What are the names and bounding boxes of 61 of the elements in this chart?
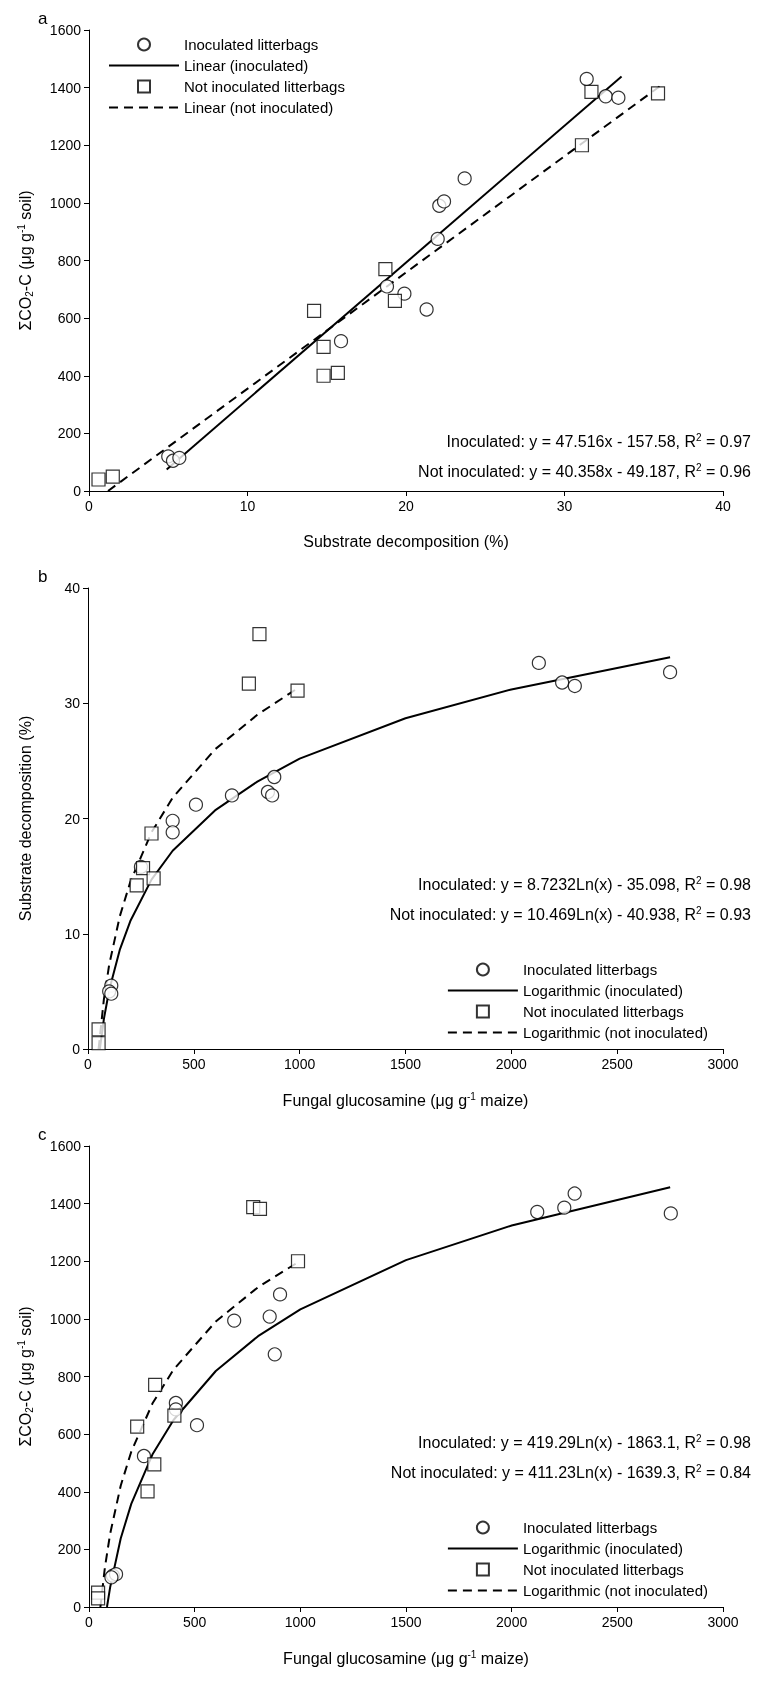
y-tick-label: 600 bbox=[57, 1426, 82, 1443]
y-tick-label: 0 bbox=[73, 483, 82, 499]
legend-label: Logarithmic (inoculated) bbox=[522, 982, 683, 999]
y-tick-label: 40 bbox=[64, 580, 81, 596]
y-axis-title: ΣCO2-C (μg g-1 soil) bbox=[15, 1306, 35, 1447]
legend-label: Inoculated litterbags bbox=[522, 1519, 658, 1536]
y-tick-label: 30 bbox=[64, 695, 81, 712]
x-tick-label: 20 bbox=[398, 498, 414, 514]
x-tick-label: 0 bbox=[85, 1614, 94, 1630]
legend-label: Inoculated litterbags bbox=[184, 36, 319, 53]
x-tick-label: 0 bbox=[85, 498, 94, 514]
legend-label: Linear (not inoculated) bbox=[184, 99, 334, 116]
chart-title: b bbox=[38, 567, 48, 586]
y-tick-label: 600 bbox=[57, 310, 82, 327]
x-tick-label: 1000 bbox=[284, 1614, 317, 1630]
legend-label: Logarithmic (inoculated) bbox=[522, 1540, 683, 1557]
legend-label: Logarithmic (not inoculated) bbox=[522, 1582, 709, 1599]
y-tick-label: 1600 bbox=[49, 22, 82, 38]
legend-label: Inoculated litterbags bbox=[522, 961, 658, 978]
y-tick-label: 1000 bbox=[49, 1310, 82, 1327]
y-tick-label: 200 bbox=[57, 425, 82, 442]
y-tick-label: 800 bbox=[57, 252, 82, 269]
x-tick-label: 500 bbox=[182, 1614, 207, 1630]
x-axis-title: Substrate decomposition (%) bbox=[303, 532, 509, 550]
x-tick-label: 3000 bbox=[707, 1056, 739, 1072]
x-tick-label: 30 bbox=[556, 498, 573, 514]
x-tick-label: 2500 bbox=[601, 1056, 633, 1072]
y-tick-label: 0 bbox=[72, 1041, 81, 1057]
x-tick-label: 2500 bbox=[601, 1614, 634, 1630]
x-tick-label: 40 bbox=[715, 498, 731, 514]
y-tick-label: 400 bbox=[57, 1483, 82, 1500]
x-tick-label: 1500 bbox=[389, 1056, 422, 1072]
chart-title: a bbox=[38, 9, 48, 28]
legend-label: Logarithmic (not inoculated) bbox=[522, 1024, 709, 1041]
y-tick-label: 0 bbox=[73, 1599, 82, 1615]
y-tick-label: 1200 bbox=[49, 1253, 82, 1270]
y-tick-label: 200 bbox=[57, 1541, 82, 1558]
chart-title: c bbox=[38, 1125, 47, 1144]
y-tick-label: 20 bbox=[64, 810, 81, 827]
y-tick-label: 1600 bbox=[49, 1138, 82, 1154]
y-tick-label: 1400 bbox=[49, 1195, 82, 1212]
y-tick-label: 1000 bbox=[49, 194, 82, 211]
legend-label: Not inoculated litterbags bbox=[522, 1003, 684, 1020]
y-tick-label: 400 bbox=[57, 367, 82, 384]
y-tick-label: 800 bbox=[57, 1368, 82, 1385]
x-tick-label: 3000 bbox=[707, 1614, 739, 1630]
legend-label: Not inoculated litterbags bbox=[522, 1561, 684, 1578]
x-tick-label: 2000 bbox=[496, 1614, 528, 1630]
x-tick-label: 2000 bbox=[495, 1056, 528, 1072]
y-axis-title: Substrate decomposition (%) bbox=[16, 715, 34, 922]
x-tick-label: 0 bbox=[84, 1056, 93, 1072]
y-axis-title: ΣCO2-C (μg g-1 soil) bbox=[15, 190, 35, 331]
y-tick-label: 1400 bbox=[49, 79, 82, 96]
x-tick-label: 10 bbox=[239, 498, 256, 514]
x-tick-label: 500 bbox=[182, 1056, 206, 1072]
x-tick-label: 1500 bbox=[390, 1614, 422, 1630]
legend-label: Not inoculated litterbags bbox=[184, 78, 345, 95]
x-tick-label: 1000 bbox=[284, 1056, 316, 1072]
y-tick-label: 10 bbox=[64, 925, 81, 942]
y-tick-label: 1200 bbox=[49, 137, 82, 154]
legend-label: Linear (inoculated) bbox=[184, 57, 309, 74]
